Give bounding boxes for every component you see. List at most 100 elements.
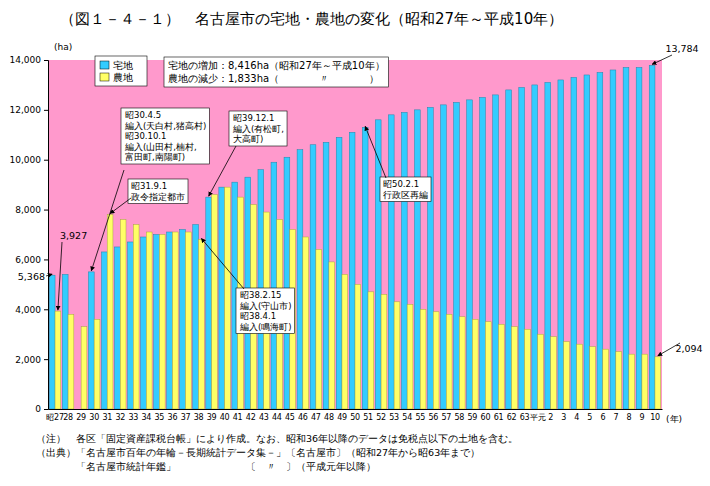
x-tick-label: 3 (561, 413, 566, 422)
x-tick: 57 (441, 409, 451, 422)
bar (349, 132, 355, 409)
bar (180, 230, 186, 409)
chart: （図１－４－１） 名古屋市の宅地・農地の変化（昭和27年～平成10年）02,00… (0, 0, 710, 486)
x-tick-label: 昭27 (46, 413, 63, 422)
bar (212, 195, 218, 409)
annotation: 昭31.9.1政令指定都市 (110, 179, 188, 214)
bar (506, 90, 512, 409)
bar (172, 232, 178, 409)
bar (590, 347, 596, 409)
x-tick-label: 37 (181, 413, 191, 422)
bar (62, 274, 68, 409)
x-tick-label: 58 (455, 413, 465, 422)
x-tick: 58 (455, 409, 465, 422)
x-tick-label: 30 (89, 413, 99, 422)
y-tick: 10,000 (10, 155, 49, 165)
x-tick: 30 (89, 409, 99, 422)
y-tick-label: 0 (35, 404, 41, 414)
x-tick-label: 10 (650, 413, 660, 422)
y-tick-label: 2,000 (15, 355, 41, 365)
bar (88, 272, 94, 409)
x-tick-label: 36 (168, 413, 178, 422)
y-axis: 02,0004,0006,0008,00010,00012,00014,000 (10, 55, 49, 414)
x-tick-label: 49 (337, 413, 347, 422)
x-tick-label: 59 (468, 413, 478, 422)
bar (120, 220, 126, 409)
x-tick: 31 (102, 409, 112, 422)
annotation-text: 2,094 (675, 343, 702, 354)
note: （注） 各区「固定資産課税台帳」により作成。なお、昭和36年以降のデータは免税点… (36, 433, 518, 444)
bar (493, 95, 499, 409)
annotation-arrow (58, 242, 62, 310)
x-tick-label: 50 (350, 413, 360, 422)
plot-background (48, 60, 662, 409)
x-tick: 48 (324, 409, 334, 422)
x-tick: 7 (613, 409, 618, 422)
x-tick: 2 (548, 409, 553, 422)
annotation-text: 13,784 (665, 43, 698, 54)
x-tick-label: 41 (233, 413, 243, 422)
x-tick-label: 4 (574, 413, 579, 422)
y-tick-label: 14,000 (10, 55, 42, 65)
x-tick-label: 61 (494, 413, 504, 422)
x-tick: 38 (194, 409, 204, 422)
x-tick-label: 平元 (530, 413, 546, 422)
x-tick-label: 48 (324, 413, 334, 422)
legend-swatch (100, 73, 109, 81)
bar (407, 304, 413, 409)
bar (467, 100, 473, 409)
y-tick-label: 8,000 (15, 205, 41, 215)
bar (472, 319, 478, 409)
x-tick-label: 40 (220, 413, 230, 422)
x-tick-label: 8 (626, 413, 631, 422)
bar (454, 102, 460, 409)
bar (525, 329, 531, 409)
annotation-text: 昭39.12.1編入(有松町,大高町) (232, 113, 284, 144)
bar (446, 314, 452, 409)
bar (420, 309, 426, 409)
bar (219, 187, 225, 409)
bar (511, 327, 517, 409)
y-tick-label: 10,000 (10, 155, 42, 165)
info-frame (164, 57, 389, 87)
bar (107, 215, 113, 409)
annotation-arrow (365, 126, 386, 178)
bar (185, 232, 191, 409)
annotation-arrow (110, 198, 131, 214)
x-tick-label: 32 (115, 413, 125, 422)
x-axis: 昭272829303132333435363738394041424344454… (46, 409, 662, 422)
x-tick: 35 (155, 409, 165, 422)
x-tick-label: 39 (207, 413, 217, 422)
bar (199, 239, 205, 409)
x-tick: 54 (402, 409, 412, 422)
x-tick: 4 (574, 409, 579, 422)
x-tick-label: 56 (428, 413, 438, 422)
y-tick-mark (44, 210, 48, 211)
y-tick: 14,000 (10, 55, 49, 65)
x-tick: 60 (481, 409, 491, 422)
x-tick-label: 34 (142, 413, 152, 422)
annotation-text: 5,368 (18, 271, 45, 282)
x-tick-label: 62 (507, 413, 517, 422)
y-tick-label: 4,000 (15, 305, 41, 315)
bar (538, 334, 544, 409)
x-tick-label: 6 (600, 413, 605, 422)
x-tick: 45 (285, 409, 295, 422)
x-tick: 39 (207, 409, 217, 422)
bar (623, 67, 629, 409)
bar (441, 105, 447, 409)
bar (629, 354, 635, 409)
bar (193, 225, 199, 409)
annotation-frame (121, 108, 209, 164)
note: （出典）「名古屋市百年の年輪－長期統計データ集－」〔名古屋市〕（昭和27年から昭… (36, 447, 480, 458)
x-tick: 34 (142, 409, 152, 422)
x-tick: 3 (561, 409, 566, 422)
x-tick-label: 51 (363, 413, 373, 422)
x-tick-label: 53 (389, 413, 399, 422)
bar (603, 349, 609, 409)
bar (532, 85, 538, 409)
annotation-arrow (46, 274, 52, 276)
annotation: 5,368 (18, 271, 52, 282)
annotation-arrow (658, 343, 680, 356)
annotation-arrow (652, 55, 672, 64)
